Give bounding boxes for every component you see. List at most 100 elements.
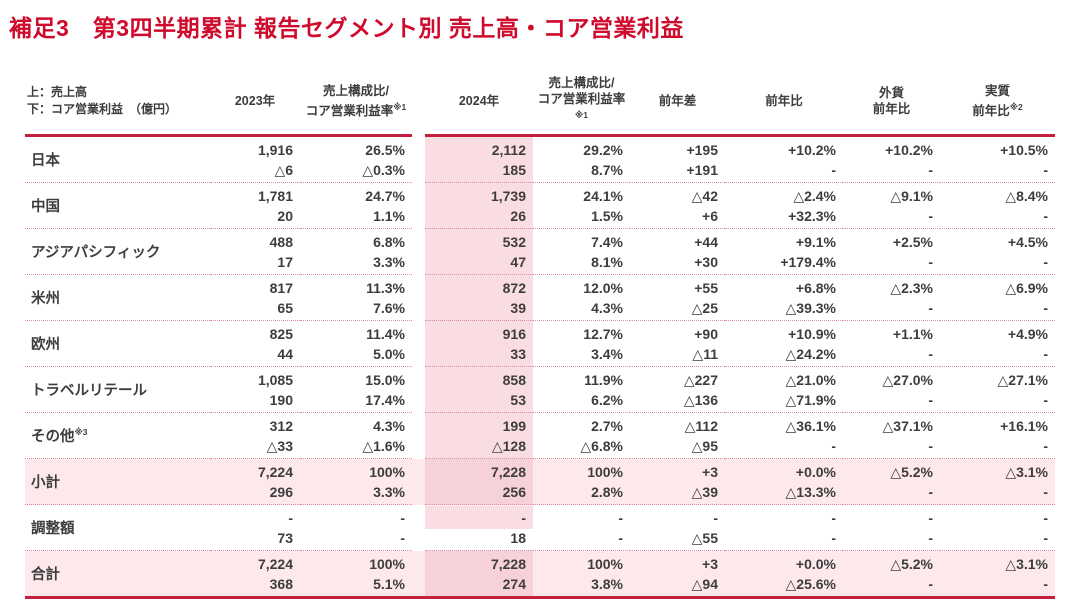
- column-gap: [412, 71, 425, 136]
- value-cell: 7.4% 8.1%: [533, 228, 630, 275]
- value-cell: △2.4% +32.3%: [725, 182, 843, 229]
- col-header-yoy-diff: 前年差: [630, 71, 725, 138]
- footnote-marker-2: ※2: [1009, 102, 1023, 112]
- value-cell: 199 △128: [425, 412, 533, 459]
- table-row: 中国 1,781 20 24.7% 1.1% 1,739 26 24.1% 1.5% △42 +6 △…: [25, 182, 1055, 229]
- footnote-marker-1: ※1: [393, 102, 407, 112]
- column-gap: [412, 275, 425, 321]
- value-cell: +195 +191: [686, 141, 718, 178]
- column-gap: [412, 458, 425, 505]
- legend-line2: 下：コア営業利益 （億円）: [27, 102, 178, 117]
- value-cell: 29.2% 8.7%: [583, 141, 623, 178]
- column-gap: [412, 413, 425, 459]
- table-row: 日本 1,916 △6 26.5% △0.3% 2,112 185 29.2% 8.7% +195…: [25, 135, 1055, 183]
- value-cell: 100% 3.3%: [300, 458, 412, 505]
- value-cell: - △55: [630, 504, 725, 551]
- value-cell: 817 65: [210, 274, 300, 321]
- value-cell: △6.9% -: [940, 274, 1055, 321]
- value-cell: +16.1% -: [940, 412, 1055, 459]
- value-cell: 100% 2.8%: [533, 458, 630, 505]
- col-header-2024: 2024年: [425, 71, 533, 138]
- value-cell: 2,112 185: [425, 135, 533, 183]
- column-gap: [412, 367, 425, 413]
- table-row: トラベルリテール 1,085 190 15.0% 17.4% 858 53 11.9% 6.2%…: [25, 366, 1055, 413]
- segment-label: 調整額: [25, 504, 210, 551]
- value-cell: 11.4% 5.0%: [300, 320, 412, 367]
- page-title: 補足3 第3四半期累計 報告セグメント別 売上高・コア営業利益: [9, 15, 684, 41]
- table-row: 小計 7,224 296 100% 3.3% 7,228 256 100% 2.8% +3 △39 +…: [25, 458, 1055, 505]
- value-cell: △42 +6: [630, 182, 725, 229]
- value-cell: △36.1% -: [725, 412, 843, 459]
- value-cell: △227 △136: [630, 366, 725, 413]
- column-gap: [412, 505, 425, 551]
- value-cell: +9.1% +179.4%: [725, 228, 843, 275]
- value-cell: 488 17: [210, 228, 300, 275]
- col-header-yoy-pct: 前年比: [725, 71, 843, 138]
- value-cell: 1,916 △6: [257, 141, 293, 178]
- value-cell: +0.0% △13.3%: [725, 458, 843, 505]
- value-cell: 1,781 20: [210, 182, 300, 229]
- segment-label: 日本: [31, 153, 60, 170]
- col-header-2023: 2023年: [210, 71, 300, 138]
- value-cell: 825 44: [210, 320, 300, 367]
- value-cell: △27.0% -: [843, 366, 940, 413]
- table-row: その他※3 312 △33 4.3% △1.6% 199 △128 2.7% △6.8% △112…: [25, 412, 1055, 459]
- footnote-marker-3: ※3: [74, 427, 88, 438]
- value-cell: 4.3% △1.6%: [300, 412, 412, 459]
- value-cell: -18: [425, 504, 533, 551]
- value-cell: △21.0% △71.9%: [725, 366, 843, 413]
- value-cell: --: [940, 504, 1055, 551]
- column-gap: [412, 321, 425, 367]
- value-cell: △2.3% -: [843, 274, 940, 321]
- segment-label: その他※3: [25, 412, 210, 459]
- value-cell: +2.5% -: [843, 228, 940, 275]
- column-gap: [412, 136, 425, 183]
- value-cell: +44 +30: [630, 228, 725, 275]
- value-cell: +4.5% -: [940, 228, 1055, 275]
- table-row: アジアパシフィック 488 17 6.8% 3.3% 532 47 7.4% 8.1% +44 +3…: [25, 228, 1055, 275]
- table-header-row: 上：売上高 下：コア営業利益 （億円） 2023年 売上構成比/ コア営業利益率…: [25, 71, 1055, 138]
- value-cell: 26.5% △0.3%: [362, 141, 405, 178]
- table-row: 調整額 -73- - -18- - - △55- - - - - -: [25, 504, 1055, 551]
- value-cell: 6.8% 3.3%: [300, 228, 412, 275]
- value-cell: △37.1% -: [843, 412, 940, 459]
- segment-label: 中国: [25, 182, 210, 229]
- value-cell: +10.2% -: [885, 141, 933, 178]
- value-cell: --: [300, 504, 412, 551]
- col-header-ratio-2023: 売上構成比/ コア営業利益率※1: [300, 71, 412, 138]
- value-cell: △5.2% -: [843, 458, 940, 505]
- value-cell: +1.1% -: [843, 320, 940, 367]
- value-cell: +10.5% -: [1000, 141, 1048, 178]
- value-cell: 12.0% 4.3%: [533, 274, 630, 321]
- value-cell: 532 47: [425, 228, 533, 275]
- col-header-ratio-2024: 売上構成比/ コア営業利益率※1: [533, 71, 630, 138]
- value-cell: -73: [210, 504, 300, 551]
- value-cell: 12.7% 3.4%: [533, 320, 630, 367]
- value-cell: 858 53: [425, 366, 533, 413]
- value-cell: 15.0% 17.4%: [300, 366, 412, 413]
- value-cell: +90 △11: [630, 320, 725, 367]
- value-cell: △8.4% -: [940, 182, 1055, 229]
- value-cell: 7,224 296: [210, 458, 300, 505]
- value-cell: 7,228 256: [425, 458, 533, 505]
- value-cell: +6.8% △39.3%: [725, 274, 843, 321]
- segment-label: アジアパシフィック: [25, 228, 210, 275]
- segment-label: 小計: [25, 458, 210, 505]
- value-cell: 1,739 26: [425, 182, 533, 229]
- segment-label: トラベルリテール: [25, 366, 210, 413]
- footnote-marker-1: ※1: [575, 110, 588, 120]
- value-cell: +55 △25: [630, 274, 725, 321]
- table-body: 日本 1,916 △6 26.5% △0.3% 2,112 185 29.2% 8.7% +195…: [25, 135, 1055, 599]
- value-cell: 916 33: [425, 320, 533, 367]
- column-gap: [412, 229, 425, 275]
- value-cell: 11.3% 7.6%: [300, 274, 412, 321]
- value-cell: △3.1% -: [940, 458, 1055, 505]
- value-cell: △112 △95: [630, 412, 725, 459]
- legend-cell: 上：売上高 下：コア営業利益 （億円）: [25, 71, 210, 138]
- table-row: 欧州 825 44 11.4% 5.0% 916 33 12.7% 3.4% +90 △11 +10.…: [25, 320, 1055, 367]
- value-cell: △27.1% -: [940, 366, 1055, 413]
- value-cell: 11.9% 6.2%: [533, 366, 630, 413]
- value-cell: 24.7% 1.1%: [300, 182, 412, 229]
- value-cell: △9.1% -: [843, 182, 940, 229]
- segment-label: 欧州: [25, 320, 210, 367]
